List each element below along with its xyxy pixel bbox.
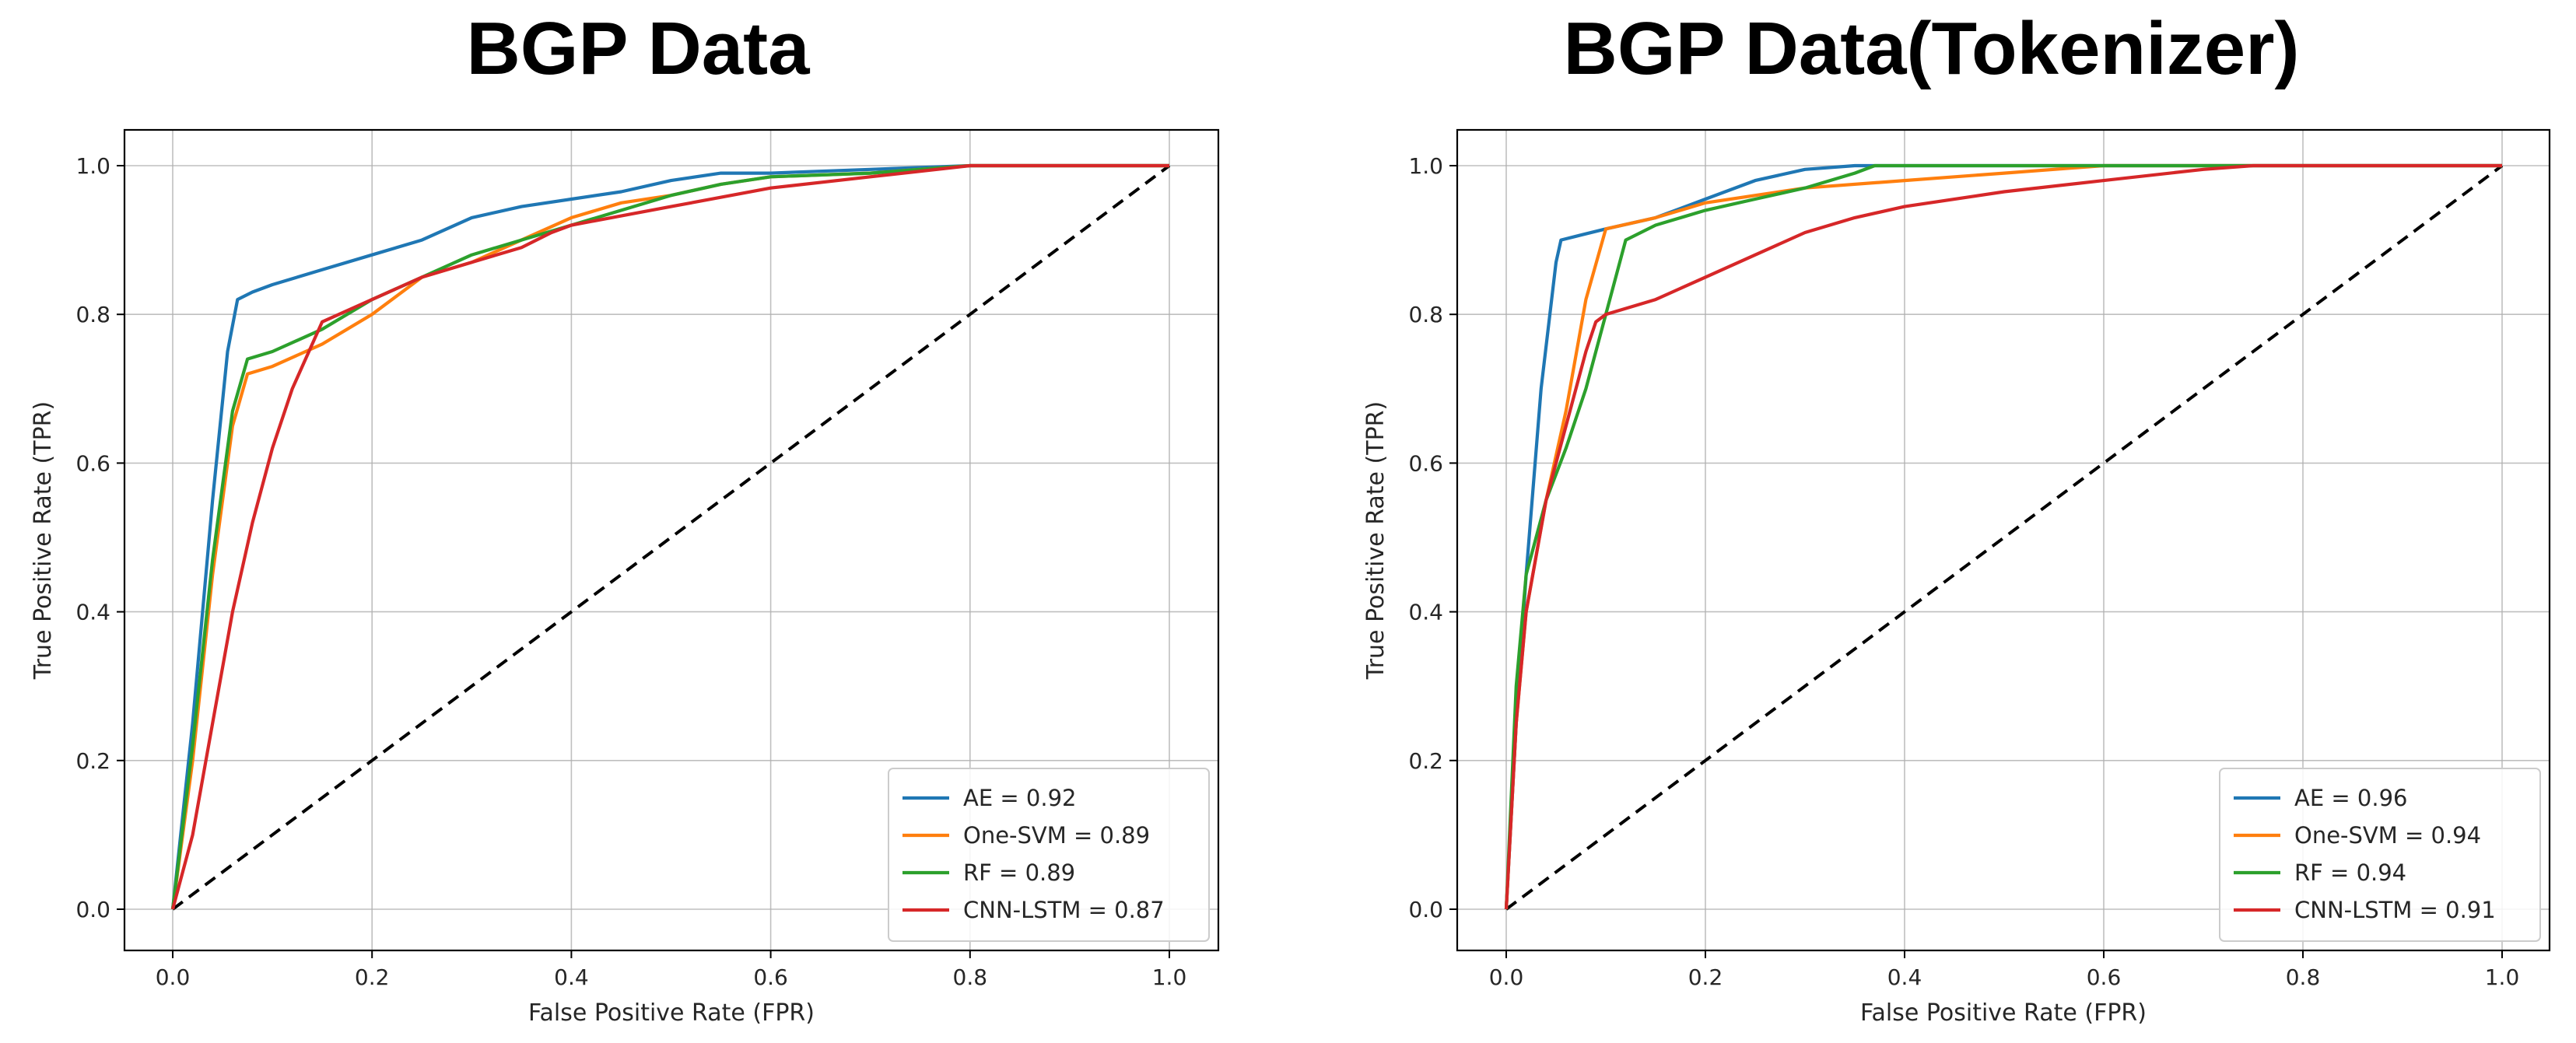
y-tick-label: 0.4 (1408, 600, 1443, 625)
x-tick-label: 1.0 (1152, 964, 1187, 990)
legend-label: One-SVM = 0.89 (963, 822, 1150, 849)
x-tick-label: 0.8 (2286, 964, 2321, 990)
x-tick-label: 1.0 (2485, 964, 2520, 990)
chart-panel-left: BGP Data 0.0 0.2 0.4 0.6 0.8 1.0 0.0 0.2 0.4 0.6 0… (30, 7, 1220, 1027)
x-tick-label: 0.4 (1887, 964, 1922, 990)
x-tick-label: 0.4 (554, 964, 589, 990)
chart-title: BGP Data(Tokenizer) (1563, 7, 2300, 90)
plot-frame (1456, 128, 2551, 952)
legend-label: AE = 0.92 (963, 785, 1076, 811)
roc-chart-bgp-data: 0.0 0.2 0.4 0.6 0.8 1.0 0.0 0.2 0.4 0.6 0.8 1.0 Fals… (30, 128, 1220, 1027)
diagonal-reference-line (1505, 164, 2504, 911)
y-tick-label: 0.0 (75, 897, 110, 922)
series-line-cnn-lstm (1504, 163, 2502, 910)
series-line-ae (170, 163, 1169, 910)
x-tick-label: 0.2 (355, 964, 390, 990)
legend-box (888, 768, 1210, 942)
y-tick-label: 1.0 (75, 153, 110, 179)
x-tick-label: 0.6 (753, 964, 788, 990)
x-axis-label: False Positive Rate (FPR) (528, 999, 815, 1027)
y-tick-label: 0.4 (75, 600, 110, 625)
roc-chart-bgp-data-tokenizer: 0.0 0.2 0.4 0.6 0.8 1.0 0.0 0.2 0.4 0.6 0.8 1.0 Fals… (1362, 128, 2551, 1027)
legend-label: RF = 0.94 (2294, 859, 2406, 886)
legend-box (2219, 768, 2541, 942)
y-tick-label: 0.6 (75, 450, 110, 476)
y-tick-label: 0.8 (1408, 302, 1443, 327)
legend-label: CNN-LSTM = 0.91 (2294, 897, 2496, 923)
y-tick-label: 0.0 (1408, 897, 1443, 922)
y-tick-label: 1.0 (1408, 153, 1443, 179)
y-axis-label: True Positive Rate (TPR) (1362, 401, 1390, 680)
legend-label: AE = 0.96 (2294, 785, 2407, 811)
legend-label: RF = 0.89 (963, 859, 1075, 886)
y-tick-label: 0.2 (1408, 748, 1443, 774)
x-tick-label: 0.8 (953, 964, 988, 990)
y-axis-label: True Positive Rate (TPR) (30, 401, 57, 680)
series-line-rf (170, 163, 1169, 910)
legend-label: One-SVM = 0.94 (2294, 822, 2481, 849)
x-tick-label: 0.2 (1688, 964, 1723, 990)
plot-frame (123, 128, 1220, 952)
y-tick-label: 0.8 (75, 302, 110, 327)
x-axis-label: False Positive Rate (FPR) (1860, 999, 2147, 1027)
chart-title: BGP Data (466, 7, 810, 90)
y-tick-label: 0.6 (1408, 450, 1443, 476)
series-line-cnn-lstm (170, 163, 1169, 910)
x-tick-label: 0.6 (2087, 964, 2122, 990)
legend-label: CNN-LSTM = 0.87 (963, 897, 1165, 923)
x-tick-label: 0.0 (156, 964, 191, 990)
diagonal-reference-line (171, 164, 1171, 911)
y-tick-label: 0.2 (75, 748, 110, 774)
x-tick-label: 0.0 (1489, 964, 1524, 990)
chart-panel-right: BGP Data(Tokenizer) 0.0 0.2 0.4 0.6 0.8 1.0 0.… (1288, 0, 2575, 1043)
